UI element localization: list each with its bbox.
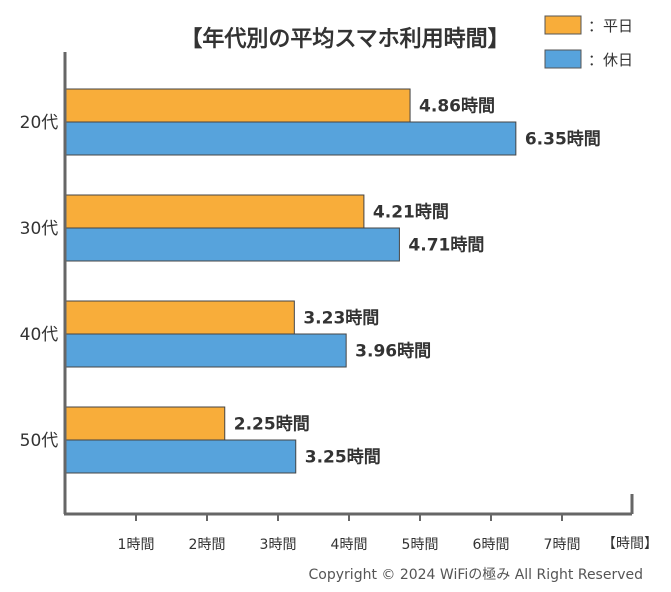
category-label: 30代 — [20, 219, 59, 239]
bar-weekday — [64, 88, 411, 123]
x-tick-label: 4時間 — [331, 537, 368, 553]
category-label: 20代 — [20, 113, 59, 133]
copyright-text: Copyright © 2024 WiFiの極み All Right Reser… — [309, 567, 643, 583]
bar-weekday — [64, 194, 365, 229]
legend-swatch-holiday — [544, 49, 582, 69]
data-label: 3.25時間 — [305, 447, 381, 468]
x-tick-label: 5時間 — [402, 537, 439, 553]
bar-holiday — [64, 121, 517, 156]
data-label: 6.35時間 — [525, 129, 601, 150]
bar-holiday — [64, 227, 400, 262]
legend-swatch-weekday — [544, 15, 582, 35]
data-label: 3.23時間 — [303, 308, 379, 329]
bar-weekday — [64, 406, 226, 441]
data-label: 4.86時間 — [419, 96, 495, 117]
data-label: 2.25時間 — [234, 414, 310, 435]
legend-label-weekday: ：平日 — [588, 17, 633, 35]
x-tick-label: 3時間 — [260, 537, 297, 553]
legend-label-holiday: ：休日 — [588, 51, 633, 69]
category-label: 50代 — [20, 431, 59, 451]
x-tick-label: 1時間 — [118, 537, 155, 553]
chart-title: 【年代別の平均スマホ利用時間】 — [180, 26, 509, 52]
legend: ：平日 ：休日 — [544, 15, 633, 69]
data-label: 4.71時間 — [408, 235, 484, 256]
plot-area: 4.86時間 6.35時間 20代 4.21時間 4.71時間 30代 3.23時間 3.96… — [20, 52, 658, 553]
data-label: 3.96時間 — [355, 341, 431, 362]
data-label: 4.21時間 — [373, 202, 449, 223]
x-tick-label: 6時間 — [473, 537, 510, 553]
bar-holiday — [64, 333, 347, 368]
x-tick-label: 2時間 — [189, 537, 226, 553]
bar-holiday — [64, 439, 297, 474]
category-label: 40代 — [20, 325, 59, 345]
x-unit-label: 【時間】 — [602, 536, 658, 552]
bar-weekday — [64, 300, 295, 335]
x-tick-label: 7時間 — [544, 537, 581, 553]
